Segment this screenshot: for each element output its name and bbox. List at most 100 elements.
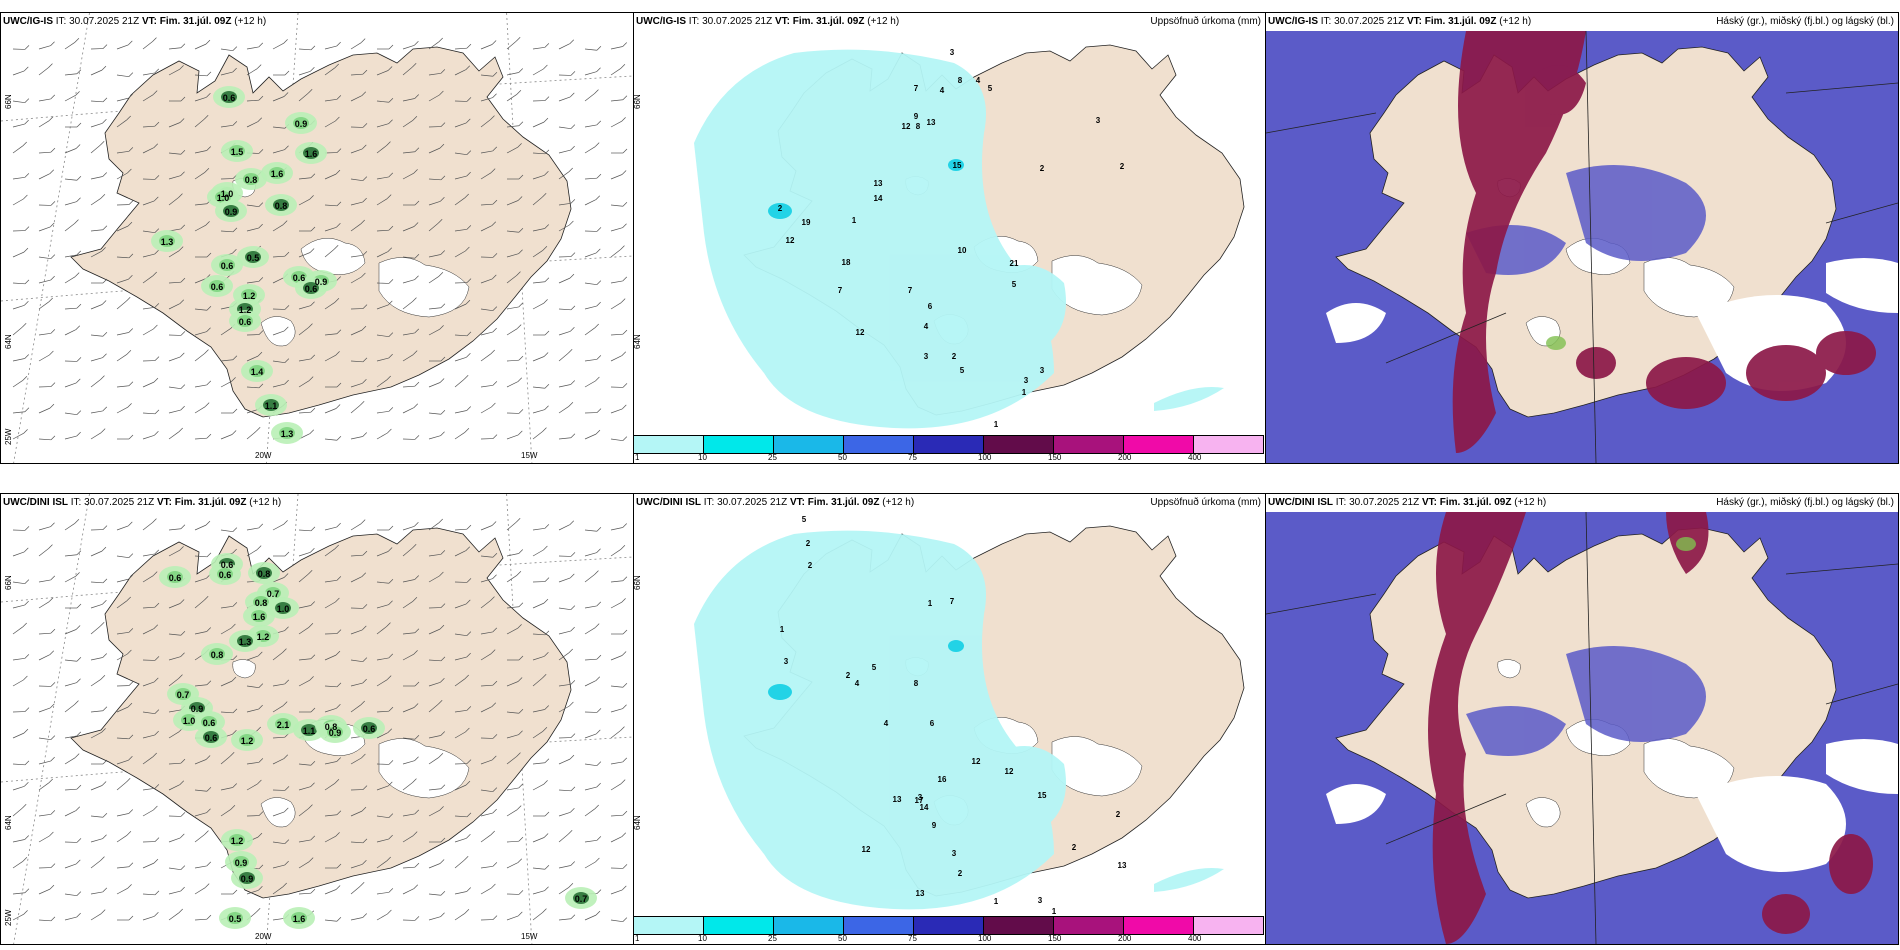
wind-barb: [64, 682, 77, 687]
wind-barb-tick: [518, 409, 524, 414]
wind-barb-tick: [439, 859, 445, 864]
wind-barb: [610, 685, 623, 688]
precip-value-label: 2: [778, 204, 783, 213]
wind-barb-tick: [310, 354, 316, 360]
wind-barb: [12, 100, 25, 104]
mid-cloud-patch: [1816, 331, 1876, 375]
wind-barb-tick: [544, 224, 549, 229]
wind-barb: [168, 250, 180, 258]
wind-barb-tick: [127, 168, 132, 174]
wind-barb: [558, 630, 571, 635]
wind-barb-tick: [622, 864, 628, 869]
wind-barb: [168, 633, 181, 636]
wind-barb: [324, 919, 337, 922]
wind-barb-tick: [206, 787, 212, 792]
wind-barb-tick: [76, 378, 81, 384]
wind-barb: [194, 631, 207, 635]
wind-barb-tick: [336, 522, 341, 528]
gust-core: [221, 91, 237, 103]
wind-barb-tick: [414, 522, 419, 527]
wind-barb: [90, 838, 103, 843]
wind-barb: [402, 632, 415, 635]
wind-barb-tick: [359, 882, 365, 887]
wind-barb: [12, 732, 25, 739]
wind-barb: [584, 252, 597, 258]
wind-barb-tick: [102, 44, 108, 49]
wind-barb: [558, 224, 570, 232]
wind-barb-tick: [232, 602, 238, 607]
wind-barb-tick: [154, 409, 160, 415]
wind-barb-tick: [490, 830, 495, 836]
wind-barb-tick: [490, 349, 495, 355]
wind-barb-tick: [518, 655, 524, 661]
wind-barb-tick: [362, 604, 368, 609]
wind-barb-tick: [180, 405, 185, 411]
wind-barb-tick: [440, 410, 446, 415]
wind-barb: [116, 44, 129, 50]
wind-barb: [558, 126, 571, 130]
wind-barb: [194, 555, 207, 558]
wind-barb: [506, 253, 519, 258]
gust-value-label: 1.3: [281, 429, 294, 439]
wind-barb-tick: [360, 219, 365, 225]
wind-barb: [532, 762, 545, 765]
wind-barb-tick: [620, 298, 626, 303]
gust-value-label: 1.1: [265, 401, 278, 411]
wind-barb: [454, 633, 467, 637]
wind-barb-tick: [50, 329, 56, 334]
gust-core: [223, 205, 239, 217]
vt-value: Fim. 31.júl. 09Z: [807, 497, 880, 508]
wind-barb-tick: [154, 709, 160, 714]
wind-barb-tick: [622, 683, 628, 688]
precip-value-label: 3: [924, 352, 929, 361]
wind-barb: [168, 762, 181, 765]
region-boundaries: [1266, 511, 1898, 944]
wind-barb-tick: [101, 300, 107, 305]
wind-barb-tick: [414, 628, 420, 633]
gust-core: [293, 117, 309, 129]
wind-barb: [376, 626, 387, 635]
wind-barb: [506, 41, 517, 50]
wind-barb: [90, 626, 101, 635]
wind-barb-tick: [75, 144, 81, 149]
wind-barb: [168, 409, 181, 414]
wind-barb-tick: [24, 66, 29, 72]
precip-value-label: 15: [953, 161, 962, 170]
wind-barb: [168, 837, 181, 843]
wind-barb: [194, 600, 205, 609]
wind-barb: [532, 431, 543, 440]
wind-barb: [584, 380, 596, 388]
wind-barb: [506, 915, 519, 921]
wind-barb: [324, 685, 337, 688]
wind-barb: [246, 655, 259, 661]
gust-core: [279, 427, 295, 439]
wind-barb-tick: [283, 92, 289, 97]
wind-barb: [376, 123, 389, 128]
wind-barb: [194, 834, 205, 843]
boundary-line: [1585, 30, 1597, 463]
wind-barb: [38, 98, 51, 102]
wind-barb-tick: [414, 200, 420, 206]
wind-barb-tick: [205, 39, 211, 45]
wind-barb-tick: [154, 677, 159, 683]
wind-barb: [402, 173, 414, 180]
wind-barb-tick: [180, 865, 186, 870]
wind-barb: [142, 893, 155, 896]
wind-barb: [324, 45, 337, 50]
wind-barb-tick: [466, 652, 471, 658]
wind-barb: [220, 48, 233, 52]
wind-barb-tick: [516, 324, 522, 329]
wind-barb-tick: [515, 518, 521, 523]
wind-barb-tick: [309, 248, 315, 253]
wind-barb: [220, 756, 231, 765]
gust-core: [301, 724, 317, 736]
gust-value-label: 0.6: [211, 282, 224, 292]
gust-core: [181, 714, 197, 726]
wind-barb-tick: [178, 674, 183, 679]
wind-barb-tick: [466, 171, 471, 177]
wind-barb-tick: [438, 518, 443, 524]
wind-barb-tick: [387, 728, 393, 733]
wind-barb: [324, 355, 336, 362]
wind-barb-tick: [307, 89, 313, 94]
wind-barb-tick: [232, 355, 238, 360]
